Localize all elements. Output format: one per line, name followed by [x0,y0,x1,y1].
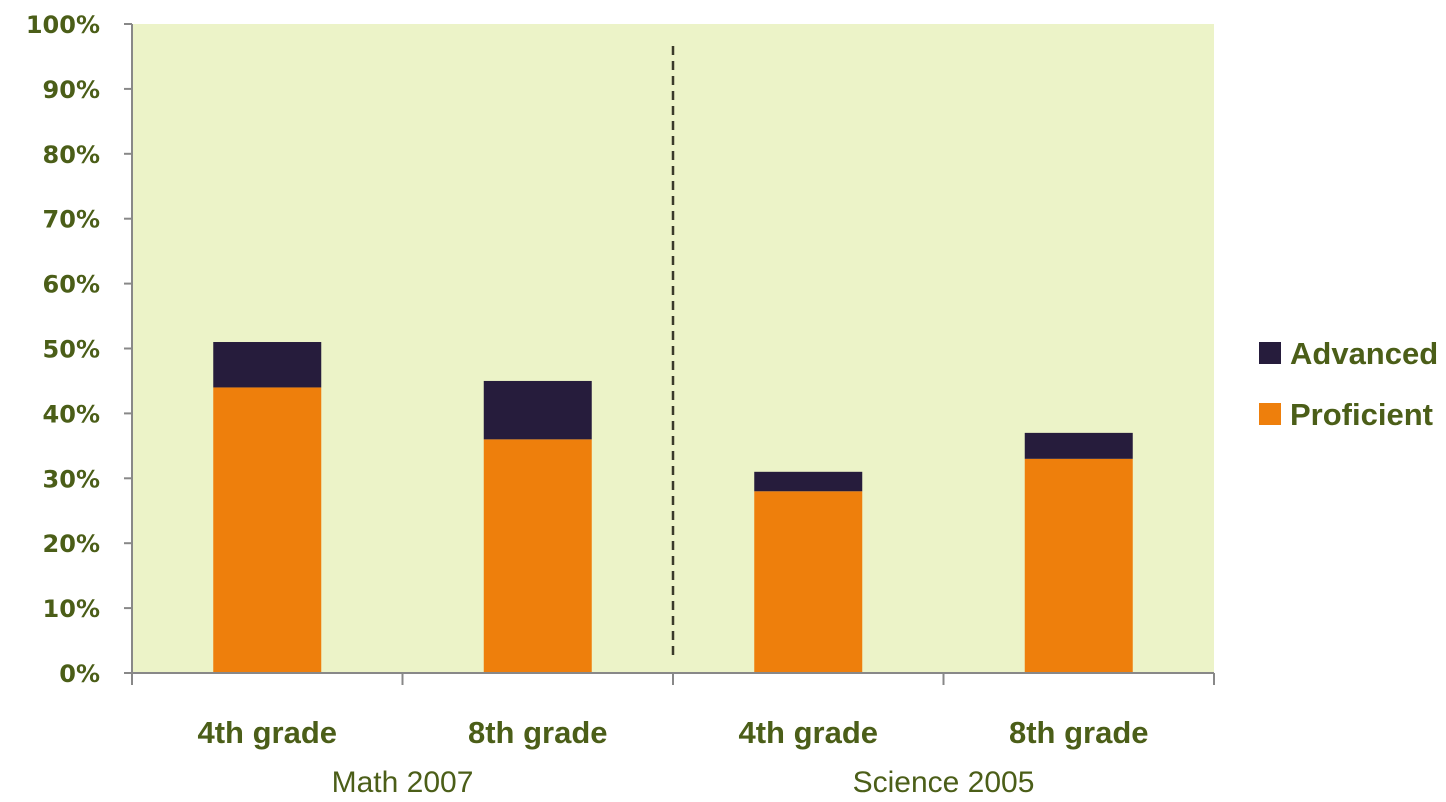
category-label: 4th grade [738,715,878,750]
legend-label: Proficient [1290,397,1433,432]
y-tick-label: 20% [43,530,100,558]
y-tick-label: 90% [43,76,100,104]
y-axis-ticks: 0% 10% 20% 30% 40% 50% 60% 70% 80% 90% 100% [26,11,132,688]
legend-swatch-advanced [1259,342,1281,364]
bars [213,342,1133,673]
group-labels: Math 2007 Science 2005 [332,766,1035,799]
group-label: Science 2005 [853,766,1035,799]
y-tick-label: 60% [43,271,100,299]
category-label: 8th grade [1009,715,1149,750]
bar-advanced [213,342,322,388]
x-axis-ticks [131,673,1215,685]
category-labels: 4th grade 8th grade 4th grade 8th grade [197,715,1148,750]
bar-advanced [1024,432,1133,459]
legend-swatch-proficient [1259,403,1281,425]
y-tick-label: 30% [43,465,100,493]
category-label: 8th grade [468,715,608,750]
bar-advanced [754,471,863,492]
bar-proficient [1024,458,1133,673]
y-tick-label: 50% [43,336,100,364]
legend: Advanced Proficient [1259,336,1438,432]
group-label: Math 2007 [332,766,474,799]
bar-proficient [754,491,863,673]
bar-proficient [483,439,592,673]
legend-label: Advanced [1290,336,1438,371]
category-label: 4th grade [197,715,337,750]
y-tick-label: 80% [43,141,100,169]
y-tick-label: 100% [26,11,100,39]
y-tick-label: 0% [59,660,100,688]
y-tick-label: 10% [43,595,100,623]
y-tick-label: 70% [43,206,100,234]
bar-advanced [483,380,592,440]
y-tick-label: 40% [43,400,100,428]
bar-proficient [213,387,322,673]
